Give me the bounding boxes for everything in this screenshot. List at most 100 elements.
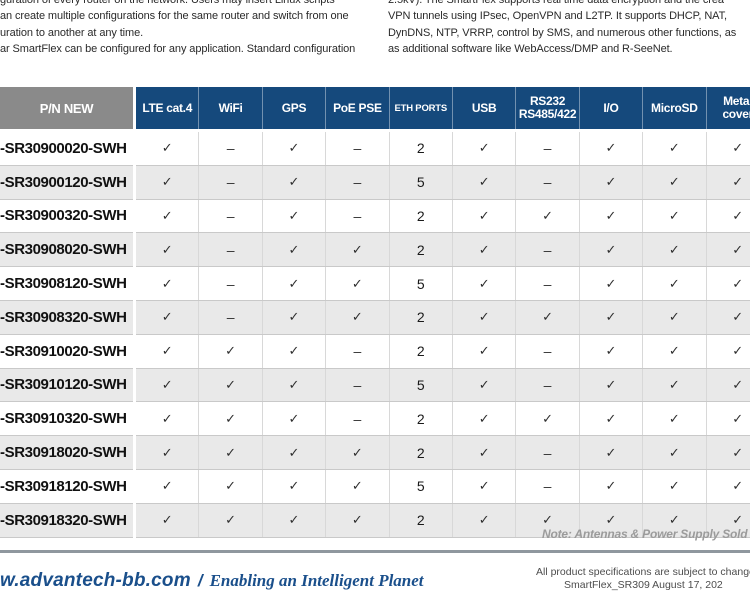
column-header-pn: P/N NEW bbox=[0, 87, 136, 131]
check-icon: ✓ bbox=[578, 334, 643, 369]
check-icon: ✓ bbox=[133, 232, 199, 268]
intro-right-column: 2.5kV). The SmartFlex supports real time… bbox=[388, 0, 750, 58]
part-number-cell: -SR30908320-SWH bbox=[0, 300, 136, 335]
check-icon: ✓ bbox=[451, 165, 516, 200]
part-number-cell: -SR30918020-SWH bbox=[0, 435, 136, 470]
check-icon: ✓ bbox=[515, 199, 580, 234]
check-icon: ✓ bbox=[261, 199, 326, 234]
check-icon: ✓ bbox=[451, 503, 516, 538]
part-number-cell: -SR30910120-SWH bbox=[0, 368, 136, 403]
check-icon: ✓ bbox=[325, 266, 390, 301]
table-row: -SR30910020-SWH ✓ ✓ ✓ –2 ✓ – ✓ ✓ ✓ bbox=[0, 334, 750, 369]
check-icon: ✓ bbox=[642, 199, 707, 234]
check-icon: ✓ bbox=[451, 368, 516, 403]
dash-cell: – bbox=[515, 232, 580, 268]
part-number-cell: -SR30910020-SWH bbox=[0, 334, 136, 369]
dash-cell: – bbox=[198, 199, 263, 234]
check-icon: ✓ bbox=[642, 165, 707, 200]
check-icon: ✓ bbox=[261, 130, 326, 166]
check-icon: ✓ bbox=[642, 266, 707, 301]
check-icon: ✓ bbox=[705, 368, 750, 403]
check-icon: ✓ bbox=[578, 266, 643, 301]
dash-cell: – bbox=[325, 165, 390, 200]
intro-text-line: 2.5kV). The SmartFlex supports real time… bbox=[388, 0, 724, 6]
footer-slash: / bbox=[197, 571, 203, 590]
dash-cell: – bbox=[198, 165, 263, 200]
part-number-cell: -SR30900320-SWH bbox=[0, 199, 136, 234]
dash-cell: – bbox=[325, 199, 390, 234]
column-header-poe: PoE PSE bbox=[325, 87, 390, 131]
table-row: -SR30900020-SWH ✓ – ✓ –2 ✓ – ✓ ✓ ✓ bbox=[0, 130, 750, 166]
check-icon: ✓ bbox=[261, 300, 326, 335]
part-number-cell: -SR30910320-SWH bbox=[0, 401, 136, 437]
check-icon: ✓ bbox=[705, 401, 750, 437]
check-icon: ✓ bbox=[133, 165, 199, 200]
check-icon: ✓ bbox=[578, 469, 643, 504]
check-icon: ✓ bbox=[642, 401, 707, 437]
check-icon: ✓ bbox=[133, 503, 199, 538]
check-icon: ✓ bbox=[133, 130, 199, 166]
check-icon: ✓ bbox=[325, 300, 390, 335]
check-icon: ✓ bbox=[133, 266, 199, 301]
footer-brand: w.advantech-bb.com / Enabling an Intellige… bbox=[0, 570, 424, 592]
check-icon: ✓ bbox=[261, 503, 326, 538]
check-icon: ✓ bbox=[642, 300, 707, 335]
intro-text-line: an create multiple configurations for th… bbox=[0, 10, 349, 23]
part-number-cell: -SR30900120-SWH bbox=[0, 165, 136, 200]
check-icon: ✓ bbox=[325, 435, 390, 470]
check-icon: ✓ bbox=[261, 165, 326, 200]
dash-cell: – bbox=[198, 232, 263, 268]
intro-text-line: as additional software like WebAccess/DM… bbox=[388, 43, 673, 56]
table-row: -SR30908120-SWH ✓ – ✓ ✓ 5 ✓ – ✓ ✓ ✓ bbox=[0, 266, 750, 301]
check-icon: ✓ bbox=[133, 401, 199, 437]
table-row: -SR30908020-SWH ✓ – ✓ ✓ 2 ✓ – ✓ ✓ ✓ bbox=[0, 232, 750, 268]
dash-cell: – bbox=[325, 130, 390, 166]
check-icon: ✓ bbox=[705, 199, 750, 234]
dash-cell: – bbox=[515, 266, 580, 301]
check-icon: ✓ bbox=[451, 130, 516, 166]
legal-line: All product specifications are subject t… bbox=[536, 566, 750, 578]
table-row: -SR30918320-SWH ✓ ✓ ✓ ✓ 2 ✓ ✓ ✓ ✓ ✓ bbox=[0, 503, 750, 538]
table-row: -SR30918020-SWH ✓ ✓ ✓ ✓ 2 ✓ – ✓ ✓ ✓ bbox=[0, 435, 750, 470]
check-icon: ✓ bbox=[451, 266, 516, 301]
check-icon: ✓ bbox=[705, 232, 750, 268]
footer-divider bbox=[0, 550, 750, 553]
check-icon: ✓ bbox=[705, 266, 750, 301]
check-icon: ✓ bbox=[451, 232, 516, 268]
check-icon: ✓ bbox=[198, 503, 263, 538]
check-icon: ✓ bbox=[578, 165, 643, 200]
intro-text-line: ar SmartFlex can be configured for any a… bbox=[0, 43, 356, 56]
check-icon: ✓ bbox=[642, 469, 707, 504]
footer-url[interactable]: w.advantech-bb.com bbox=[0, 570, 191, 591]
check-icon: ✓ bbox=[261, 334, 326, 369]
column-header-io: I/O bbox=[578, 87, 643, 131]
part-number-cell: -SR30918320-SWH bbox=[0, 503, 136, 538]
footer-legal: All product specifications are subject t… bbox=[536, 566, 750, 592]
table-row: -SR30918120-SWH ✓ ✓ ✓ ✓ 5 ✓ – ✓ ✓ ✓ bbox=[0, 469, 750, 504]
check-icon: ✓ bbox=[642, 232, 707, 268]
part-number-cell: -SR30918120-SWH bbox=[0, 469, 136, 504]
dash-cell: – bbox=[325, 401, 390, 437]
check-icon: ✓ bbox=[705, 334, 750, 369]
check-icon: ✓ bbox=[578, 435, 643, 470]
check-icon: ✓ bbox=[325, 232, 390, 268]
check-icon: ✓ bbox=[198, 334, 263, 369]
check-icon: ✓ bbox=[325, 503, 390, 538]
dash-cell: – bbox=[198, 300, 263, 335]
value-cell: 2 bbox=[388, 130, 453, 166]
check-icon: ✓ bbox=[325, 469, 390, 504]
check-icon: ✓ bbox=[198, 401, 263, 437]
footer-tagline: Enabling an Intelligent Planet bbox=[209, 571, 424, 590]
check-icon: ✓ bbox=[133, 469, 199, 504]
value-cell: 5 bbox=[388, 266, 453, 301]
column-header-lte: LTE cat.4 bbox=[133, 87, 199, 131]
table-note: Note: Antennas & Power Supply Sold Se bbox=[542, 527, 750, 541]
check-icon: ✓ bbox=[451, 401, 516, 437]
table-row: -SR30910120-SWH ✓ ✓ ✓ –5 ✓ – ✓ ✓ ✓ bbox=[0, 368, 750, 403]
part-number-cell: -SR30908020-SWH bbox=[0, 232, 136, 268]
intro-left-column: guration of every router on the network.… bbox=[0, 0, 388, 58]
table-row: -SR30910320-SWH ✓ ✓ ✓ –2 ✓ ✓ ✓ ✓ ✓ bbox=[0, 401, 750, 437]
table-header-row: P/N NEW LTE cat.4 WiFi GPS PoE PSE ETH PORTS U… bbox=[0, 87, 750, 131]
table-body: -SR30900020-SWH ✓ – ✓ –2 ✓ – ✓ ✓ ✓ -SR30900120-SWH… bbox=[0, 130, 750, 538]
